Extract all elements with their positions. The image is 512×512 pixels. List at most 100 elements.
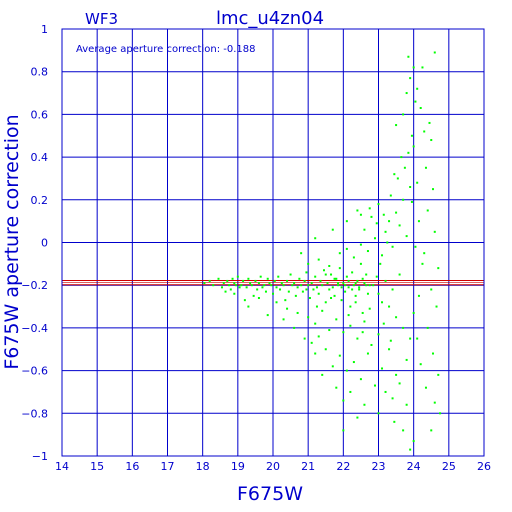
data-point: [254, 279, 257, 282]
data-point: [405, 235, 408, 238]
data-point: [419, 363, 422, 366]
data-point: [398, 382, 401, 385]
data-point: [405, 358, 408, 361]
data-point: [235, 284, 238, 287]
data-point: [359, 243, 362, 246]
data-point: [294, 294, 297, 297]
data-point: [433, 230, 436, 233]
data-point: [342, 399, 345, 402]
data-point: [363, 403, 366, 406]
data-point: [366, 352, 369, 355]
data-point: [347, 314, 350, 317]
data-point: [277, 275, 280, 278]
data-point: [384, 279, 387, 282]
data-point: [315, 286, 318, 289]
data-point: [358, 286, 361, 289]
data-point: [342, 331, 345, 334]
data-point: [243, 299, 246, 302]
data-point: [247, 277, 250, 280]
data-point: [373, 384, 376, 387]
data-point: [412, 145, 415, 148]
data-point: [226, 279, 229, 282]
data-point: [280, 282, 283, 285]
data-point: [370, 215, 373, 218]
data-point: [423, 130, 426, 133]
y-tick-label: −0.2: [21, 279, 48, 292]
data-point: [391, 288, 394, 291]
data-point: [358, 288, 361, 291]
data-point: [398, 273, 401, 276]
data-point: [310, 341, 313, 344]
data-point: [421, 66, 424, 69]
data-point: [430, 429, 433, 432]
data-point: [405, 403, 408, 406]
data-point: [426, 209, 429, 212]
data-point: [229, 288, 232, 291]
data-point: [314, 322, 317, 325]
data-point: [398, 224, 401, 227]
data-point: [301, 290, 304, 293]
data-point: [389, 194, 392, 197]
data-point: [338, 354, 341, 357]
x-tick-label: 24: [407, 460, 421, 473]
data-point: [337, 282, 340, 285]
data-point: [317, 335, 320, 338]
data-point: [257, 297, 260, 300]
data-point: [345, 275, 348, 278]
data-point: [377, 292, 380, 295]
data-point: [384, 390, 387, 393]
x-tick-label: 15: [90, 460, 104, 473]
data-point: [433, 401, 436, 404]
data-point: [409, 77, 412, 80]
data-point: [247, 305, 250, 308]
data-point: [333, 277, 336, 280]
data-point: [310, 282, 313, 285]
plot-frame: [61, 28, 485, 457]
data-point: [407, 55, 410, 58]
data-point: [314, 275, 317, 278]
data-point: [266, 314, 269, 317]
data-point: [221, 286, 224, 289]
data-point: [409, 185, 412, 188]
data-point: [388, 220, 391, 223]
data-point: [430, 139, 433, 142]
data-point: [410, 134, 413, 137]
data-point: [217, 277, 220, 280]
data-point: [437, 373, 440, 376]
y-tick-label: −0.6: [21, 365, 48, 378]
data-point: [386, 241, 389, 244]
data-point: [321, 309, 324, 312]
data-point: [257, 282, 260, 285]
data-point: [238, 286, 241, 289]
data-points: [203, 51, 442, 451]
data-point: [375, 275, 378, 278]
data-point: [395, 211, 398, 214]
data-point: [347, 279, 350, 282]
data-point: [307, 284, 310, 287]
data-point: [317, 258, 320, 261]
data-point: [359, 262, 362, 265]
data-point: [416, 87, 419, 90]
data-point: [363, 320, 366, 323]
data-point: [349, 324, 352, 327]
data-point: [384, 230, 387, 233]
data-point: [314, 352, 317, 355]
data-point: [307, 262, 310, 265]
data-point: [377, 333, 380, 336]
data-point: [379, 262, 382, 265]
data-point: [372, 284, 375, 287]
data-point: [240, 284, 243, 287]
x-tick-label: 23: [372, 460, 386, 473]
data-point: [417, 220, 420, 223]
data-point: [393, 173, 396, 176]
x-tick-label: 17: [161, 460, 175, 473]
data-point: [300, 284, 303, 287]
data-point: [263, 284, 266, 287]
data-point: [423, 252, 426, 255]
data-point: [366, 250, 369, 253]
data-point: [395, 373, 398, 376]
data-point: [395, 316, 398, 319]
data-point: [245, 286, 248, 289]
data-point: [282, 284, 285, 287]
